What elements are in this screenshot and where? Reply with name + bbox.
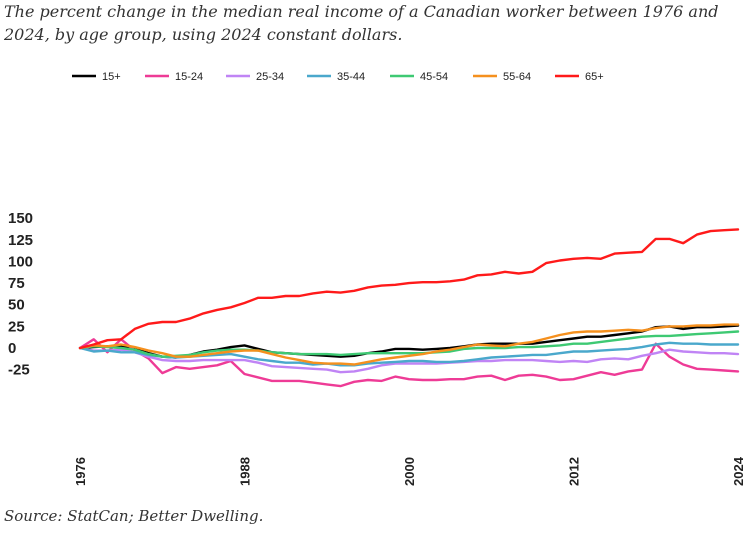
series-line-65+ xyxy=(78,228,740,350)
x-axis: 1976 1988 2000 2012 2024 xyxy=(73,456,746,486)
series-line-25-34 xyxy=(78,346,740,374)
series-line-15-24 xyxy=(78,338,740,388)
y-tick-label: 150 xyxy=(8,210,33,227)
series-line-45-54 xyxy=(78,330,740,358)
y-tick-label: 25 xyxy=(8,318,25,335)
x-tick-label: 1988 xyxy=(238,457,253,486)
legend: 15+ 15-24 25-34 35-44 45-54 55-64 65+ xyxy=(72,71,604,83)
y-tick-label: 100 xyxy=(8,253,33,270)
source-note: Source: StatCan; Better Dwelling. xyxy=(4,507,264,525)
legend-label: 45-54 xyxy=(420,71,448,83)
y-tick-label: 75 xyxy=(8,275,25,292)
y-tick-label: 125 xyxy=(8,232,33,249)
x-tick-label: 2000 xyxy=(402,457,417,486)
legend-label: 15+ xyxy=(102,71,121,83)
series-lines xyxy=(78,228,740,388)
x-tick-label: 2012 xyxy=(567,457,582,486)
legend-label: 65+ xyxy=(585,71,604,83)
chart-subtitle: The percent change in the median real in… xyxy=(4,2,719,44)
y-tick-label: -25 xyxy=(8,362,30,379)
y-axis: 150 125 100 75 50 25 0 -25 xyxy=(8,210,33,379)
legend-label: 55-64 xyxy=(503,71,531,83)
y-tick-label: 0 xyxy=(8,340,16,357)
x-tick-label: 1976 xyxy=(73,457,88,486)
series-line-55-64 xyxy=(78,323,740,366)
legend-label: 35-44 xyxy=(337,71,365,83)
y-tick-label: 50 xyxy=(8,297,25,314)
x-tick-label: 2024 xyxy=(731,456,746,486)
legend-label: 15-24 xyxy=(175,71,203,83)
legend-label: 25-34 xyxy=(256,71,284,83)
